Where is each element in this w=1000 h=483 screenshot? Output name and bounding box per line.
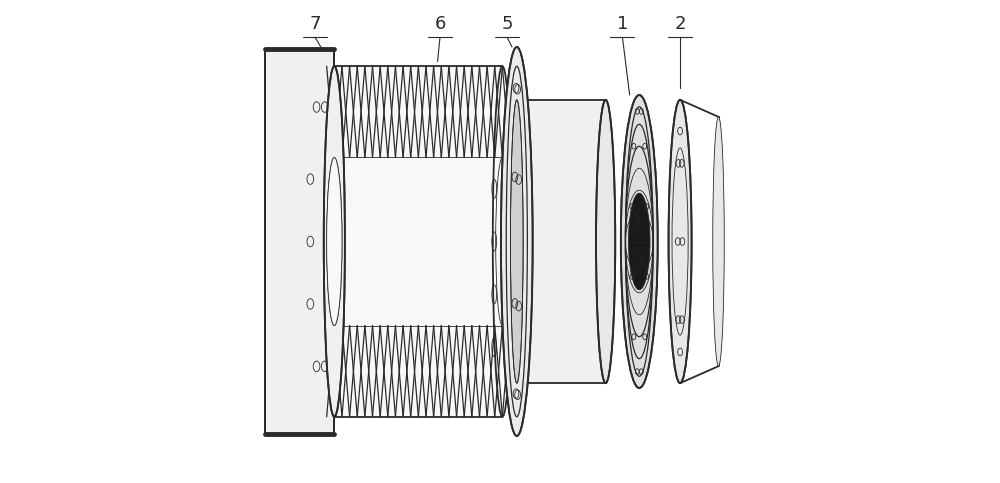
Text: 6: 6 <box>434 14 446 33</box>
Ellipse shape <box>327 157 342 326</box>
Ellipse shape <box>501 47 533 436</box>
Text: 7: 7 <box>309 14 321 33</box>
Ellipse shape <box>669 100 692 383</box>
Text: 2: 2 <box>674 14 686 33</box>
Ellipse shape <box>621 95 658 388</box>
Ellipse shape <box>629 193 650 290</box>
Polygon shape <box>517 100 606 383</box>
Text: 1: 1 <box>617 14 628 33</box>
Ellipse shape <box>324 66 345 417</box>
Polygon shape <box>334 66 502 417</box>
Text: 5: 5 <box>501 14 513 33</box>
Ellipse shape <box>596 100 615 383</box>
Ellipse shape <box>713 117 724 366</box>
Ellipse shape <box>510 100 523 383</box>
Polygon shape <box>265 49 334 434</box>
